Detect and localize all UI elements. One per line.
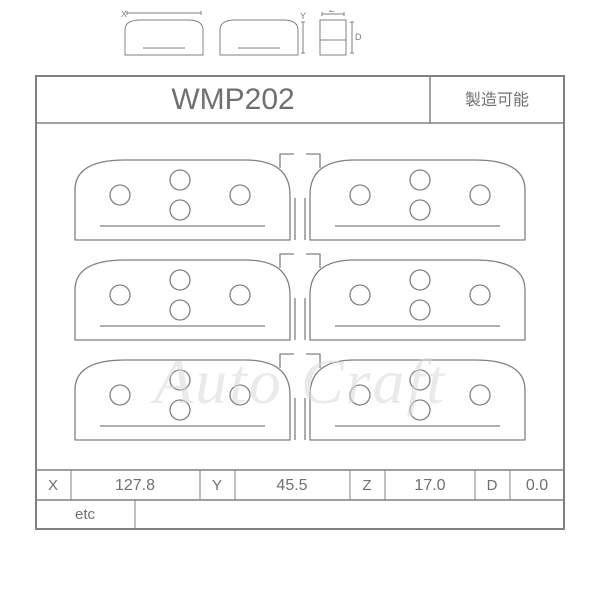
dim-d-value: 0.0 [526, 477, 548, 494]
product-code: WMP202 [171, 83, 294, 116]
dim-x-label: X [48, 477, 58, 494]
dim-y-value: 45.5 [276, 477, 307, 494]
svg-text:Z: Z [329, 10, 335, 14]
etc-label: etc [75, 506, 96, 523]
dim-d-label: D [487, 477, 498, 494]
svg-text:D: D [355, 32, 362, 42]
svg-text:X: X [121, 10, 127, 19]
brake-pad-diagram [75, 154, 525, 440]
dim-y-label: Y [212, 477, 222, 494]
spec-frame: WMP202 製造可能 X 127.8 Y 45.5 Z 17.0 D 0.0 … [35, 75, 565, 530]
status-label: 製造可能 [465, 91, 529, 109]
dim-z-label: Z [362, 477, 371, 494]
svg-text:Y: Y [300, 11, 306, 21]
dimension-key-thumbnails: X Y Z D [115, 10, 415, 65]
dim-x-value: 127.8 [115, 477, 155, 494]
dim-z-value: 17.0 [414, 477, 445, 494]
